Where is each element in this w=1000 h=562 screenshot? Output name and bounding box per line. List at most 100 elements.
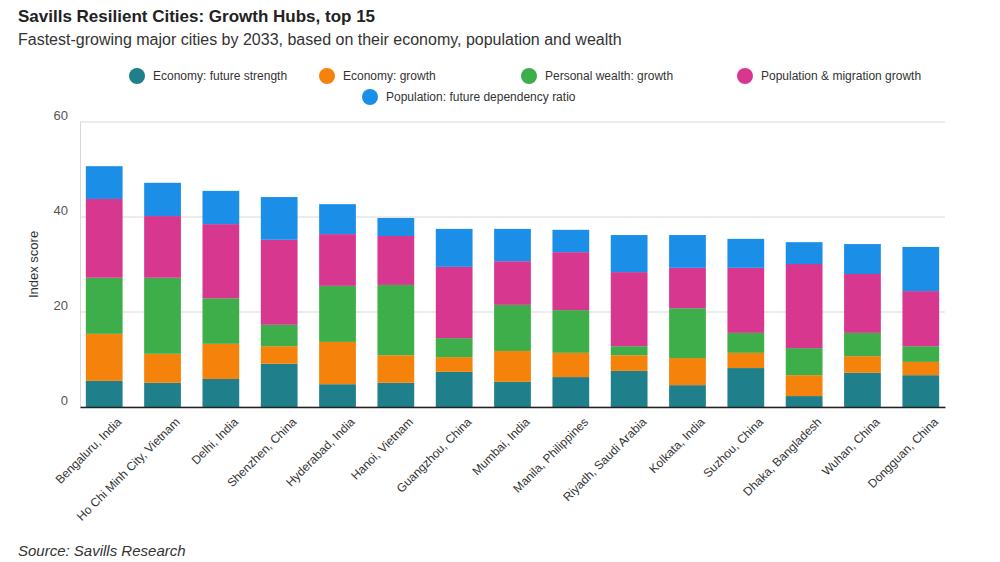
legend-item: Economy: growth [319, 68, 436, 84]
x-tick: Riyadh, Saudi Arabia [560, 407, 649, 504]
legend-item: Population & migration growth [737, 68, 921, 84]
series [86, 166, 939, 291]
x-tick-label: Wuhan, China [819, 415, 883, 479]
legend-swatch [129, 68, 145, 84]
x-tick: Kolkata, India [646, 407, 708, 476]
x-tick-label: Guangzhou, China [394, 415, 475, 496]
bar-segment [902, 247, 939, 291]
bar-segment [202, 191, 239, 224]
x-axis: Bengaluru, IndiaHo Chi Minh City, Vietna… [53, 407, 946, 524]
legend-item: Population: future dependency ratio [362, 89, 576, 105]
bar-segment [902, 375, 939, 407]
bar-segment [727, 268, 764, 333]
bar-segment [86, 199, 123, 278]
y-tick: 40 [54, 203, 80, 218]
legend-label: Economy: growth [343, 69, 436, 83]
bar-segment [261, 197, 298, 240]
legend-label: Personal wealth: growth [545, 69, 673, 83]
subtitle: Fastest-growing major cities by 2033, ba… [18, 31, 622, 48]
x-tick-label: Ho Chi Minh City, Vietnam [74, 415, 183, 524]
bar-segment [86, 278, 123, 334]
source: Source: Savills Research [18, 542, 186, 559]
bar-segment [261, 364, 298, 407]
x-tick-label: Dongguan, China [865, 415, 941, 491]
background [0, 0, 1000, 562]
y-tick: 60 [54, 108, 80, 123]
bar-segment [319, 342, 356, 384]
bar-segment [611, 371, 648, 407]
grid [80, 122, 945, 407]
x-tick: Suzhou, China [700, 407, 766, 480]
bar-segment [786, 375, 823, 396]
x-tick-label: Riyadh, Saudi Arabia [560, 415, 649, 504]
bar-segment [494, 382, 531, 407]
grid-line [80, 122, 945, 123]
y-tick-label: 60 [54, 108, 68, 123]
bar-segment [144, 216, 181, 278]
bar-segment [611, 272, 648, 346]
y-axis: 0204060 [54, 108, 81, 408]
bar-segment [436, 357, 473, 372]
x-tick-label: Delhi, India [189, 415, 242, 468]
legend-label: Economy: future strength [153, 69, 287, 83]
bar-segment [844, 274, 881, 333]
bar-segment [436, 267, 473, 338]
bar-segment [902, 362, 939, 375]
bar-segment [377, 236, 414, 285]
x-tick: Dongguan, China [865, 407, 941, 491]
y-tick: 20 [54, 298, 80, 313]
x-tick: Delhi, India [189, 407, 242, 467]
x-tick: Hanoi, Vietnam [348, 407, 416, 483]
bar-segment [727, 368, 764, 407]
bar-segment [611, 235, 648, 272]
bar-segment [261, 240, 298, 325]
bar-segment [844, 356, 881, 373]
bar-segment [844, 373, 881, 407]
bar-segment [902, 346, 939, 362]
bar-segment [494, 261, 531, 305]
bar-segment [202, 379, 239, 407]
bar-segment [202, 298, 239, 344]
bar-segment [319, 384, 356, 407]
bar-segment [669, 308, 706, 358]
y-tick-label: 20 [54, 298, 68, 313]
bar-segment [727, 239, 764, 268]
bar-segment [669, 235, 706, 268]
bar-segment [552, 230, 589, 252]
bar-segment [552, 252, 589, 310]
bar-segment [319, 286, 356, 342]
legend-swatch [319, 68, 335, 84]
bar-segment [611, 346, 648, 355]
legend-label: Population: future dependency ratio [386, 90, 576, 104]
x-tick-label: Mumbai, India [469, 415, 532, 478]
x-axis-line [81, 407, 946, 409]
bar-segment [377, 355, 414, 383]
bar-segment [86, 334, 123, 381]
bar-segment [436, 372, 473, 407]
bar-segment [902, 291, 939, 346]
bar-segment [552, 377, 589, 407]
x-tick-label: Hyderabad, India [283, 415, 358, 490]
bar-segment [727, 353, 764, 368]
bar-segment [494, 229, 531, 261]
x-tick: Guangzhou, China [394, 407, 475, 496]
legend-item: Economy: future strength [129, 68, 287, 84]
bar-segment [144, 278, 181, 354]
bar-segment [494, 305, 531, 351]
bar-segment [86, 381, 123, 407]
bar-segment [144, 354, 181, 383]
bar-segment [669, 268, 706, 308]
bar-segment [669, 358, 706, 385]
bar-segment [261, 325, 298, 346]
y-axis-title: Index score [26, 231, 41, 298]
bar-segment [669, 385, 706, 407]
bar-segment [202, 344, 239, 379]
bar-segment [552, 310, 589, 353]
x-tick: Wuhan, China [819, 407, 883, 478]
plot: 0204060Bengaluru, IndiaHo Chi Minh City,… [53, 108, 946, 524]
x-tick: Hyderabad, India [283, 407, 358, 489]
x-tick-label: Dhaka, Bangladesh [740, 415, 824, 499]
bar-segment [202, 224, 239, 298]
x-tick: Ho Chi Minh City, Vietnam [74, 407, 183, 524]
bar-segment [786, 242, 823, 264]
